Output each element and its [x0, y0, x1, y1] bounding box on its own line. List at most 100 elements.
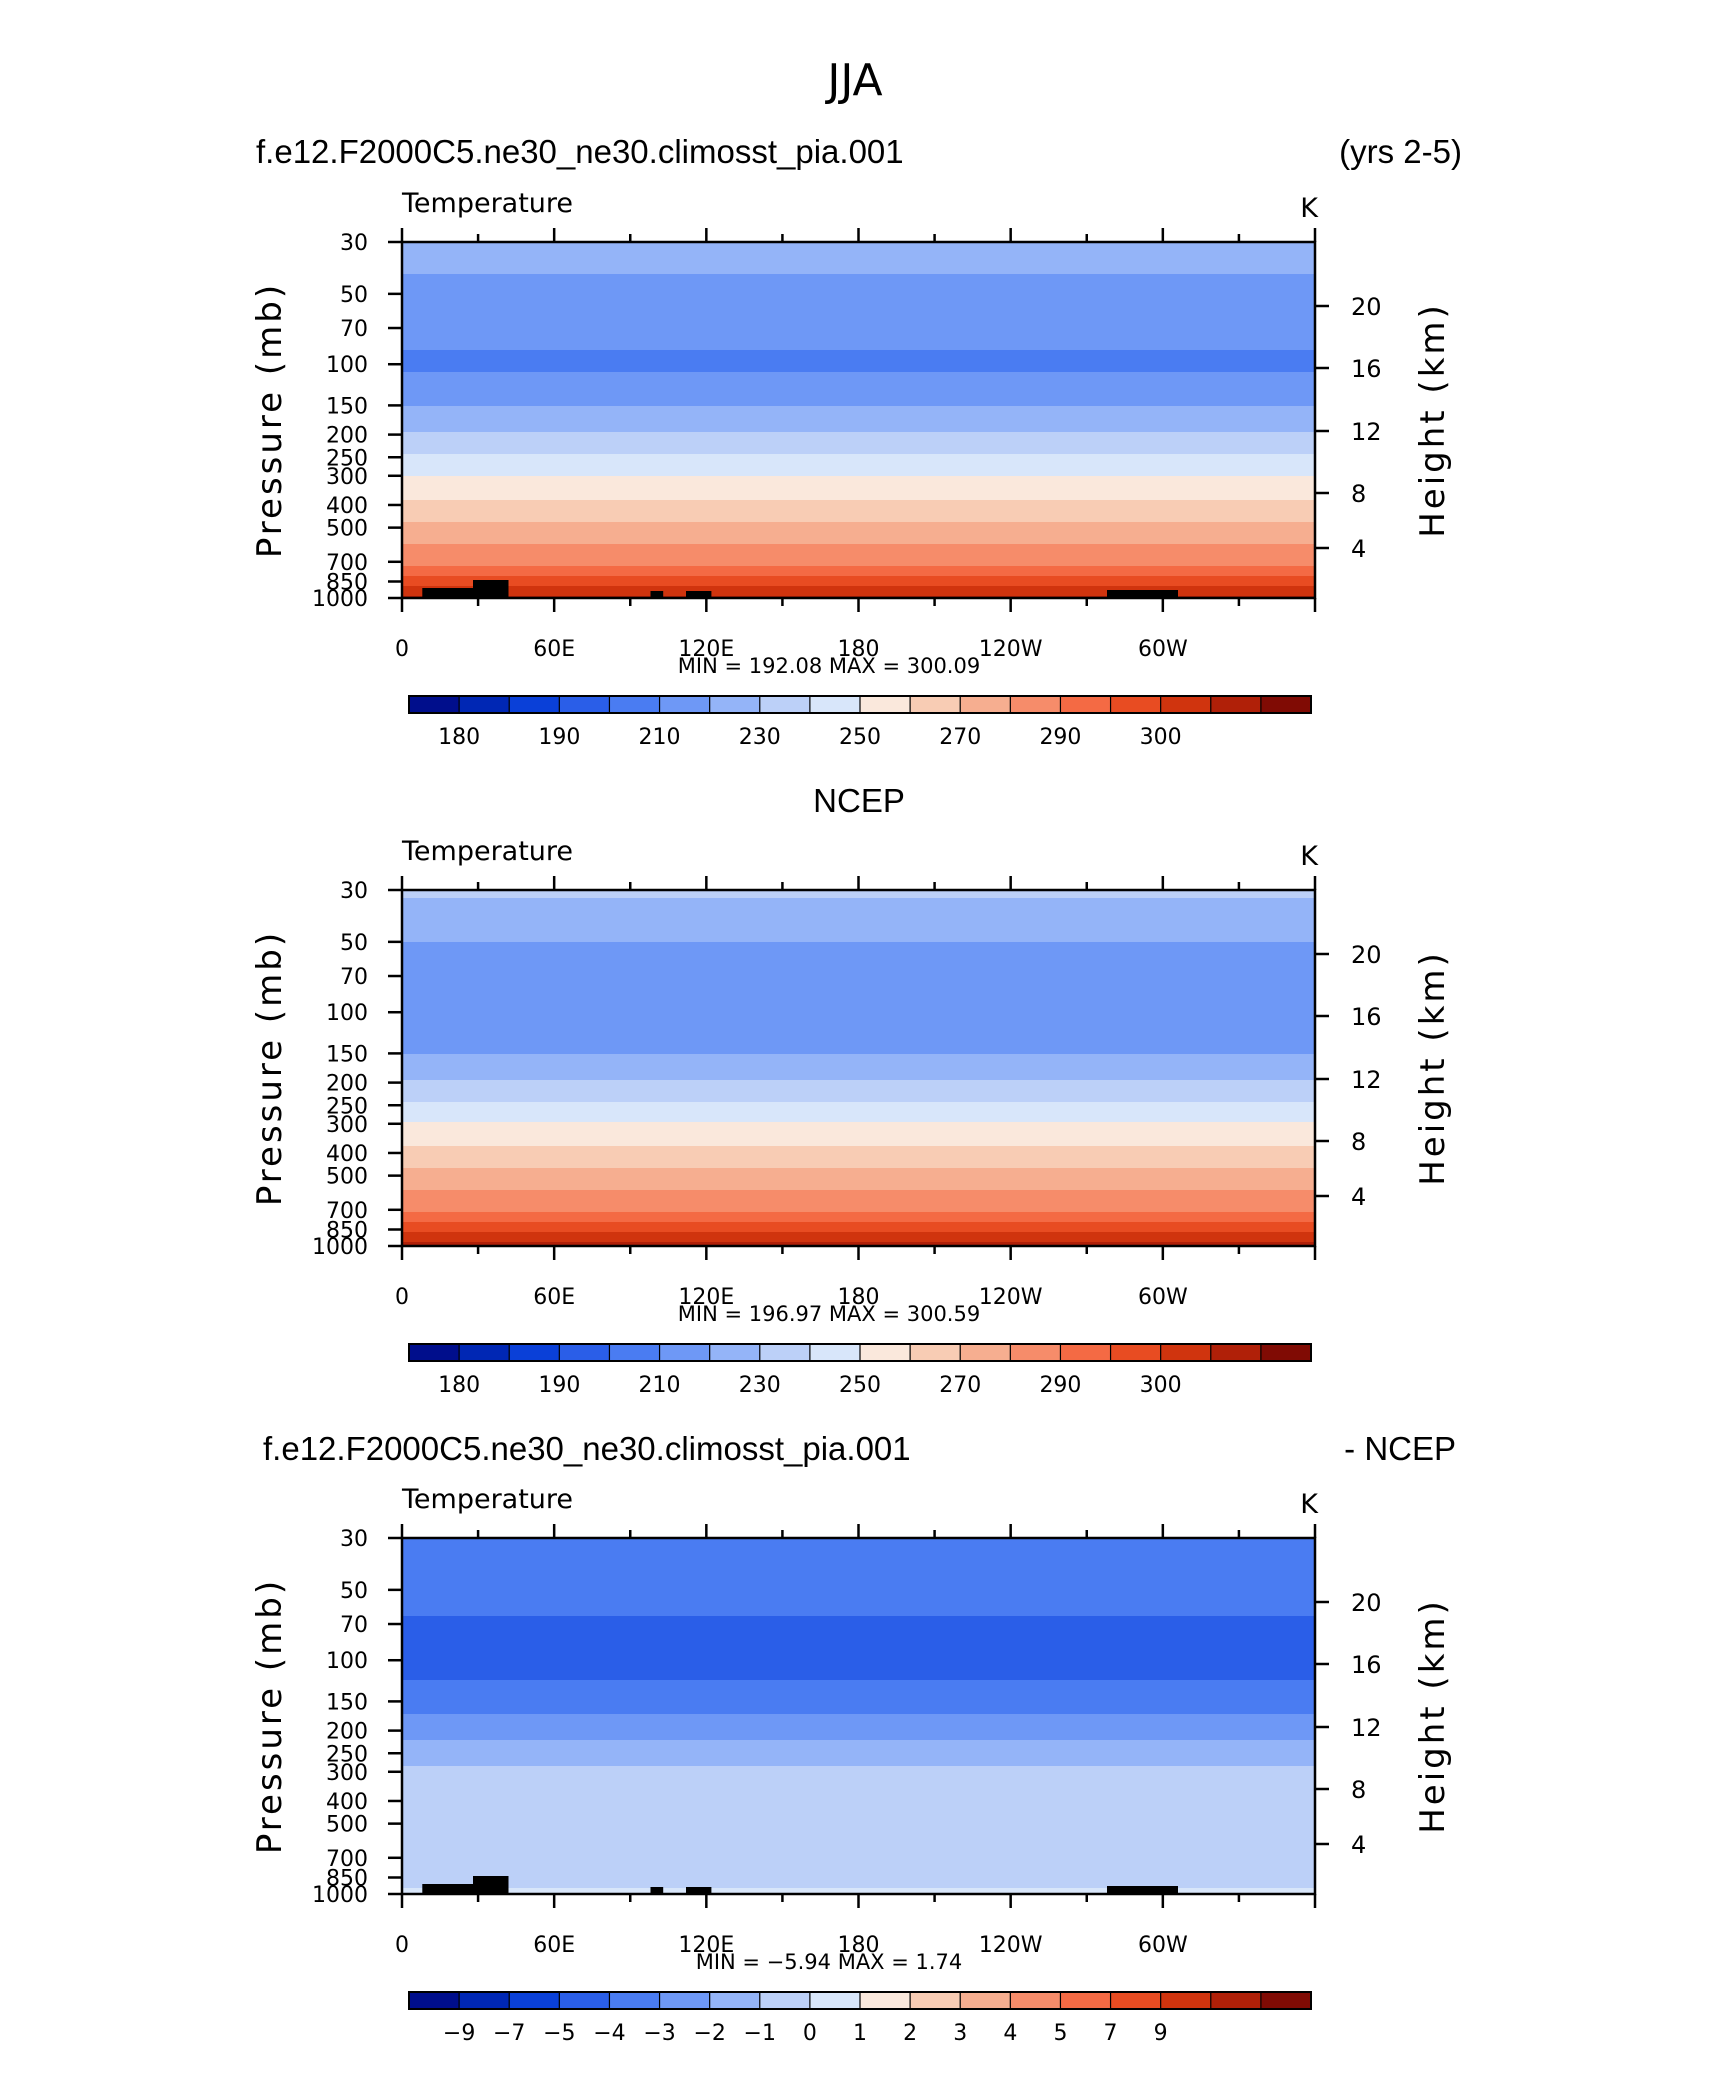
colorbar-swatch	[558, 1991, 611, 2010]
longitude-tick-label: 120W	[979, 637, 1043, 662]
contour-band	[402, 278, 1315, 281]
model-height-axis-title: Height (km)	[1413, 302, 1453, 538]
contour-band	[402, 1550, 1315, 1553]
pressure-tick-label: 200	[326, 1072, 368, 1097]
model-variable-title: Temperature	[401, 188, 573, 219]
contour-band	[402, 514, 1315, 517]
terrain-block	[473, 580, 509, 598]
contour-band	[402, 578, 1315, 581]
contour-band	[402, 1128, 1315, 1131]
contour-band	[402, 1010, 1315, 1013]
contour-band	[402, 1190, 1315, 1193]
contour-band	[402, 1844, 1315, 1847]
contour-band	[402, 922, 1315, 925]
contour-band	[402, 362, 1315, 365]
colorbar-swatch	[909, 1991, 962, 2010]
ncep-height-axis-title: Height (km)	[1413, 950, 1453, 1186]
contour-band	[402, 1588, 1315, 1591]
colorbar-label: 190	[538, 725, 580, 750]
contour-band	[402, 1560, 1315, 1563]
model-terrain-mask	[422, 580, 1178, 598]
contour-band	[402, 418, 1315, 421]
contour-band	[402, 1610, 1315, 1613]
height-tick-label: 8	[1351, 480, 1366, 508]
colorbar-swatch	[608, 695, 661, 714]
colorbar-swatch	[508, 1343, 561, 1362]
height-tick-label: 16	[1351, 355, 1382, 383]
contour-band	[402, 1130, 1315, 1133]
contour-band	[402, 460, 1315, 463]
pressure-tick-label: 70	[340, 1613, 368, 1638]
contour-band	[402, 1724, 1315, 1727]
colorbar-swatch	[1160, 1991, 1212, 2010]
contour-band	[402, 1168, 1315, 1171]
pressure-tick-label: 400	[326, 1790, 368, 1815]
contour-band	[402, 492, 1315, 495]
contour-band	[402, 444, 1315, 447]
pressure-tick-label: 100	[326, 1001, 368, 1026]
contour-band	[402, 988, 1315, 991]
contour-band	[402, 1546, 1315, 1549]
contour-band	[402, 924, 1315, 927]
pressure-tick-label: 30	[340, 231, 368, 256]
longitude-tick-label: 0	[395, 1285, 409, 1310]
contour-band	[402, 292, 1315, 295]
contour-band	[402, 1572, 1315, 1575]
contour-band	[402, 1684, 1315, 1687]
contour-band	[402, 894, 1315, 897]
contour-band	[402, 1776, 1315, 1779]
pressure-tick-label: 400	[326, 1142, 368, 1167]
difference-min-max-label: MIN = −5.94 MAX = 1.74	[696, 1950, 963, 1974]
contour-band	[402, 1634, 1315, 1637]
contour-band	[402, 1216, 1315, 1219]
contour-band	[402, 1858, 1315, 1861]
contour-band	[402, 286, 1315, 289]
contour-band	[402, 1584, 1315, 1587]
contour-band	[402, 1242, 1315, 1245]
contour-band	[402, 1164, 1315, 1167]
contour-band	[402, 1638, 1315, 1641]
contour-band	[402, 1024, 1315, 1027]
contour-band	[402, 1154, 1315, 1157]
contour-band	[402, 1570, 1315, 1573]
contour-band	[402, 1008, 1315, 1011]
colorbar-swatch	[458, 695, 511, 714]
height-tick-label: 8	[1351, 1776, 1366, 1804]
contour-band	[402, 522, 1315, 525]
contour-band	[402, 1746, 1315, 1749]
pressure-tick-label: 70	[340, 965, 368, 990]
contour-band	[402, 242, 1315, 245]
contour-band	[402, 508, 1315, 511]
contour-band	[402, 1020, 1315, 1023]
contour-band	[402, 1662, 1315, 1665]
contour-band	[402, 1722, 1315, 1725]
contour-band	[402, 434, 1315, 437]
pressure-tick-label: 500	[326, 517, 368, 542]
contour-band	[402, 998, 1315, 1001]
contour-band	[402, 1050, 1315, 1053]
contour-band	[402, 1000, 1315, 1003]
pressure-tick-label: 850	[326, 571, 368, 596]
ncep-variable-title: Temperature	[401, 836, 573, 867]
contour-band	[402, 366, 1315, 369]
contour-band	[402, 272, 1315, 275]
contour-band	[402, 1692, 1315, 1695]
pressure-tick-label: 50	[340, 283, 368, 308]
contour-band	[402, 1882, 1315, 1885]
contour-band	[402, 1690, 1315, 1693]
contour-band	[402, 1042, 1315, 1045]
contour-band	[402, 1226, 1315, 1229]
contour-band	[402, 1012, 1315, 1015]
model-pressure-axis-title: Pressure (mb)	[250, 282, 290, 558]
contour-band	[402, 440, 1315, 443]
colorbar-label: −4	[593, 2021, 625, 2046]
contour-band	[402, 1790, 1315, 1793]
contour-band	[402, 1026, 1315, 1029]
contour-band	[402, 354, 1315, 357]
contour-band	[402, 1658, 1315, 1661]
contour-band	[402, 258, 1315, 261]
colorbar-label: 230	[739, 1373, 781, 1398]
contour-band	[402, 1604, 1315, 1607]
contour-band	[402, 948, 1315, 951]
contour-band	[402, 1182, 1315, 1185]
